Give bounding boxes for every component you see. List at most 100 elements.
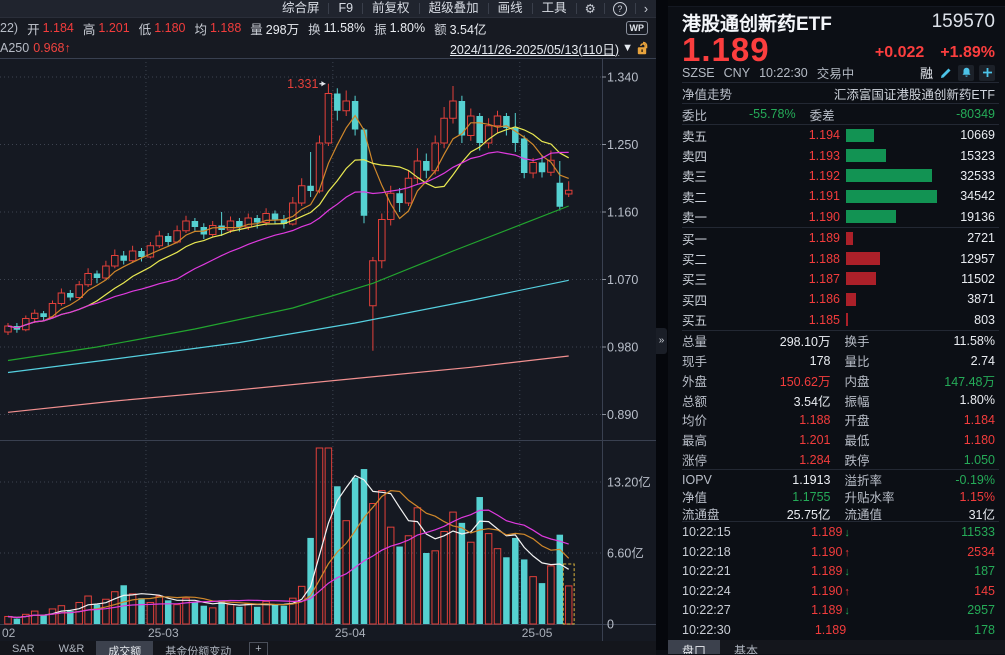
- indicator-tab-3[interactable]: 成交额: [96, 641, 154, 655]
- volume-bar-up[interactable]: [493, 548, 502, 625]
- candle-body-up[interactable]: [57, 292, 66, 304]
- volume-bar-down[interactable]: [512, 537, 519, 624]
- candle-body-up[interactable]: [297, 185, 306, 204]
- indicator-tab-2[interactable]: W&R: [58, 643, 85, 655]
- candle-body-down[interactable]: [360, 129, 368, 216]
- volume-bar-up[interactable]: [413, 507, 422, 625]
- ask-row-2[interactable]: 卖四 1.193 15323: [682, 145, 995, 165]
- candle-body-up[interactable]: [244, 217, 253, 228]
- candle-body-down[interactable]: [120, 255, 127, 261]
- candle-body-up[interactable]: [226, 220, 235, 231]
- candle-body-down[interactable]: [423, 161, 430, 171]
- volume-bar-up[interactable]: [182, 597, 190, 625]
- candle-body-up[interactable]: [84, 273, 92, 286]
- candle-body-up[interactable]: [128, 250, 137, 262]
- more-chevron-icon[interactable]: ›: [643, 1, 648, 16]
- bid-row-1[interactable]: 买一 1.189 2721: [682, 228, 995, 248]
- kline-chart[interactable]: 1.340 1.250 1.160 1.070 0.980 0.890 13.20亿 6.60…: [0, 58, 656, 642]
- volume-bar-up[interactable]: [4, 615, 12, 625]
- volume-bar-down[interactable]: [556, 534, 564, 624]
- bid-row-5[interactable]: 买五 1.185 803: [682, 310, 995, 330]
- volume-bar-up[interactable]: [22, 613, 30, 625]
- candle-body-down[interactable]: [503, 116, 510, 128]
- volume-bar-up[interactable]: [128, 593, 137, 625]
- candle-body-up[interactable]: [493, 115, 502, 127]
- candle-body-down[interactable]: [307, 185, 314, 191]
- indicator-tab-1[interactable]: SAR: [12, 643, 35, 655]
- volume-bar-down[interactable]: [351, 477, 359, 624]
- volume-bar-up[interactable]: [208, 607, 217, 625]
- candle-body-down[interactable]: [280, 219, 288, 225]
- candle-body-up[interactable]: [262, 213, 270, 223]
- help-icon[interactable]: ?: [605, 1, 635, 16]
- volume-bar-up[interactable]: [378, 490, 386, 625]
- unlock-icon[interactable]: [637, 41, 650, 55]
- nav-row[interactable]: 净值走势 汇添富国证港股通创新药ETF: [682, 83, 995, 103]
- volume-bar-up[interactable]: [289, 597, 297, 625]
- candle-body-up[interactable]: [146, 245, 155, 258]
- candle-body-up[interactable]: [529, 162, 537, 174]
- candle-body-up[interactable]: [369, 260, 377, 307]
- volume-bar-up[interactable]: [75, 601, 83, 625]
- candle-body-up[interactable]: [484, 125, 493, 144]
- toolbar-item-2[interactable]: F9: [338, 1, 354, 15]
- candle-body-up[interactable]: [564, 189, 573, 195]
- volume-bar-down[interactable]: [164, 600, 172, 624]
- volume-bar-up[interactable]: [449, 511, 457, 625]
- volume-bar-up[interactable]: [102, 598, 110, 625]
- ask-row-4[interactable]: 卖二 1.191 34542: [682, 186, 995, 206]
- volume-bar-down[interactable]: [280, 605, 288, 624]
- quote-tab-1[interactable]: 盘口: [668, 640, 721, 655]
- volume-bar-up[interactable]: [297, 585, 306, 625]
- candle-body-down[interactable]: [271, 213, 279, 220]
- panel-splitter[interactable]: »: [656, 0, 668, 650]
- volume-bar-up[interactable]: [431, 550, 439, 625]
- bid-row-4[interactable]: 买四 1.186 3871: [682, 289, 995, 309]
- volume-bar-down[interactable]: [236, 606, 243, 624]
- volume-bar-up[interactable]: [369, 502, 377, 625]
- volume-bar-down[interactable]: [503, 557, 510, 624]
- date-range-control[interactable]: 2024/11/26-2025/05/13(110日): [449, 42, 620, 57]
- ask-row-3[interactable]: 卖三 1.192 32533: [682, 166, 995, 186]
- volume-bar-up[interactable]: [48, 608, 57, 625]
- volume-bar-down[interactable]: [93, 604, 101, 624]
- candle-body-up[interactable]: [467, 115, 475, 136]
- volume-bar-up[interactable]: [146, 601, 155, 625]
- candle-body-down[interactable]: [512, 128, 519, 143]
- volume-bar-down[interactable]: [423, 552, 430, 624]
- candle-body-down[interactable]: [93, 273, 101, 279]
- volume-bar-down[interactable]: [138, 598, 145, 624]
- settings-gear-icon[interactable]: ⚙: [584, 2, 596, 16]
- volume-bar-up[interactable]: [244, 603, 253, 625]
- candle-body-up[interactable]: [208, 225, 217, 235]
- candle-body-down[interactable]: [40, 313, 47, 317]
- candle-body-down[interactable]: [253, 218, 261, 223]
- add-indicator-tab-icon[interactable]: +: [249, 642, 268, 655]
- volume-bar-up[interactable]: [484, 533, 493, 625]
- ask-row-5[interactable]: 卖一 1.190 19136: [682, 207, 995, 227]
- candle-body-down[interactable]: [67, 293, 74, 298]
- volume-bar-up[interactable]: [262, 600, 270, 625]
- candle-body-down[interactable]: [476, 116, 483, 143]
- collapse-panel-icon[interactable]: »: [656, 328, 667, 354]
- toolbar-item-4[interactable]: 超级叠加: [428, 1, 479, 15]
- date-dropdown-icon[interactable]: ▼: [622, 42, 633, 54]
- candle-body-up[interactable]: [378, 219, 386, 262]
- volume-bar-down[interactable]: [13, 618, 21, 624]
- candle-body-down[interactable]: [191, 221, 199, 227]
- volume-bar-up[interactable]: [324, 447, 333, 625]
- volume-bar-up[interactable]: [315, 447, 324, 625]
- toolbar-item-3[interactable]: 前复权: [372, 1, 410, 15]
- candle-body-up[interactable]: [440, 117, 448, 144]
- volume-bar-up[interactable]: [529, 576, 537, 625]
- candle-body-up[interactable]: [315, 142, 324, 192]
- volume-bar-up[interactable]: [155, 595, 164, 625]
- add-to-watchlist-icon[interactable]: [979, 64, 995, 81]
- toolbar-item-5[interactable]: 画线: [497, 1, 523, 15]
- candle-body-down[interactable]: [236, 221, 243, 227]
- candle-body-up[interactable]: [404, 177, 413, 204]
- volume-bar-up[interactable]: [440, 530, 448, 625]
- volume-bar-up[interactable]: [30, 610, 39, 625]
- volume-bar-down[interactable]: [538, 583, 546, 624]
- candle-body-down[interactable]: [538, 162, 546, 173]
